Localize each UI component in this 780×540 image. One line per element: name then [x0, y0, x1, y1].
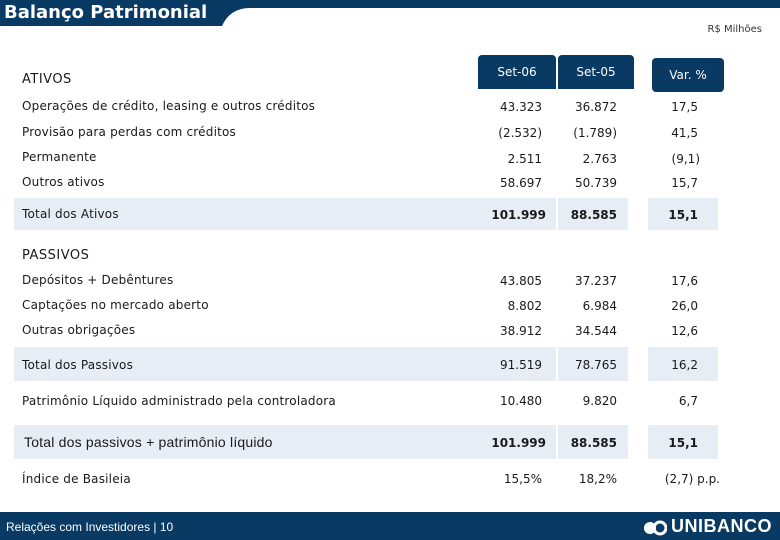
basileia-set05: 18,2%	[578, 472, 617, 486]
column-header-var: Var. %	[652, 58, 724, 92]
cell-set05: (1.789)	[573, 126, 617, 140]
total-ativos-label: Total dos Ativos	[22, 207, 119, 221]
cell-set06: 2.511	[507, 152, 542, 166]
cell-var: 17,6	[671, 274, 698, 288]
cell-set05: 37.237	[575, 274, 617, 288]
cell-set05: 50.739	[575, 176, 617, 190]
cell-set05: 2.763	[582, 152, 617, 166]
total-passivos-band-set05	[558, 347, 628, 381]
patrimonio-label: Patrimônio Líquido administrado pela con…	[22, 394, 336, 408]
cell-set06: 8.802	[507, 299, 542, 313]
column-header-set06: Set-06	[478, 55, 556, 89]
footer-text: Relações com Investidores | 10	[6, 520, 174, 534]
basileia-var: (2,7) p.p.	[664, 472, 720, 486]
cell-set06: 43.805	[500, 274, 542, 288]
grand-total-band-set05	[558, 425, 628, 459]
total-passivos-var: 16,2	[671, 358, 698, 372]
patrimonio-set06: 10.480	[500, 394, 542, 408]
total-passivos-label: Total dos Passivos	[22, 358, 134, 372]
grand-total-var: 15,1	[668, 436, 698, 450]
unibanco-logo-text: UNIBANCO	[671, 516, 772, 536]
patrimonio-var: 6,7	[678, 394, 698, 408]
header: Balanço Patrimonial R$ Milhões	[0, 0, 780, 44]
grand-total-band	[14, 425, 556, 459]
cell-var: 41,5	[671, 126, 698, 140]
cell-var: 17,5	[671, 100, 698, 114]
total-ativos-band-set05	[558, 198, 628, 230]
grand-total-set06: 101.999	[491, 436, 546, 450]
title-bar-shape	[0, 0, 780, 26]
basileia-set06: 15,5%	[503, 472, 542, 486]
row-label: Provisão para perdas com créditos	[22, 125, 237, 139]
total-passivos-set05: 78.765	[575, 358, 617, 372]
row-label: Outras obrigações	[22, 323, 136, 337]
total-passivos-band	[14, 347, 556, 381]
total-ativos-set06: 101.999	[491, 208, 546, 222]
unibanco-logo-icon	[644, 520, 667, 535]
cell-set06: 58.697	[500, 176, 542, 190]
row-label: Permanente	[22, 150, 97, 164]
column-header-set05: Set-05	[558, 55, 634, 89]
section-passivos-heading: PASSIVOS	[22, 248, 90, 263]
cell-var: 15,7	[671, 176, 698, 190]
cell-var: (9,1)	[671, 152, 700, 166]
patrimonio-set05: 9.820	[582, 394, 617, 408]
row-label: Depósitos + Debêntures	[22, 273, 174, 287]
basileia-label: Índice de Basileia	[22, 472, 131, 486]
cell-set06: (2.532)	[498, 126, 542, 140]
total-ativos-band	[14, 198, 556, 230]
unibanco-logo: UNIBANCO	[643, 516, 772, 537]
grand-total-band-var	[648, 425, 718, 459]
cell-var: 12,6	[671, 324, 698, 338]
grand-total-label: Total dos passivos + patrimônio líquido	[24, 434, 273, 450]
row-label: Outros ativos	[22, 175, 105, 189]
total-ativos-set05: 88.585	[570, 208, 617, 222]
total-ativos-var: 15,1	[668, 208, 698, 222]
page-title: Balanço Patrimonial	[4, 2, 208, 23]
footer: Relações com Investidores | 10 UNIBANCO	[0, 512, 780, 540]
cell-set05: 34.544	[575, 324, 617, 338]
row-label: Operações de crédito, leasing e outros c…	[22, 99, 316, 113]
grand-total-set05: 88.585	[570, 436, 617, 450]
total-ativos-band-var	[648, 198, 718, 230]
cell-set06: 43.323	[500, 100, 542, 114]
unit-label: R$ Milhões	[707, 24, 763, 35]
cell-set05: 36.872	[575, 100, 617, 114]
cell-set06: 38.912	[500, 324, 542, 338]
section-ativos-heading: ATIVOS	[22, 72, 72, 87]
total-passivos-set06: 91.519	[500, 358, 542, 372]
row-label: Captações no mercado aberto	[22, 298, 209, 312]
title-bar: Balanço Patrimonial	[0, 0, 780, 26]
total-passivos-band-var	[648, 347, 718, 381]
cell-var: 26,0	[671, 299, 698, 313]
cell-set05: 6.984	[582, 299, 617, 313]
